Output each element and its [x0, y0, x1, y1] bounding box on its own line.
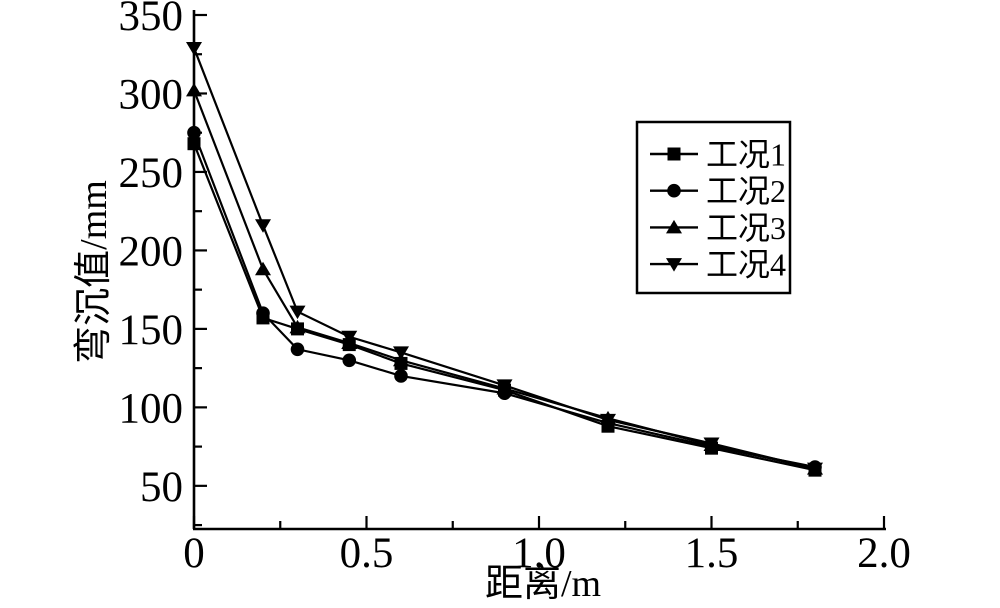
circle-marker [394, 369, 408, 383]
triangle-down-marker [600, 413, 616, 428]
axis-ticks [192, 13, 886, 529]
triangle-down-marker [393, 346, 409, 360]
y-tick-label: 100 [119, 385, 184, 432]
circle-marker [290, 342, 305, 357]
square-marker [667, 147, 681, 161]
triangle-down-marker [703, 437, 720, 451]
triangle-down-marker [666, 258, 682, 272]
triangle-down-marker [341, 330, 358, 345]
legend-keys [650, 147, 698, 272]
y-tick-label: 150 [119, 307, 184, 354]
circle-marker [342, 353, 357, 368]
y-tick-label: 50 [140, 464, 183, 511]
circle-marker [256, 306, 270, 320]
y-tick-label: 200 [119, 228, 184, 275]
axis-tick-labels: 50 100 150 200 250 300 350 0 0.5 1.0 1.5 2.0 [119, 0, 911, 577]
triangle-down-marker [289, 305, 306, 320]
triangle-down-marker [807, 462, 823, 477]
triangle-down-marker [496, 379, 513, 393]
x-axis-label: 距离/m [485, 563, 601, 605]
legend-label-series-1: 工况1 [706, 137, 786, 173]
triangle-down-marker [186, 41, 202, 56]
legend-key-series-4 [650, 258, 698, 272]
x-tick-label: 1.5 [685, 530, 739, 577]
triangle-up-marker [666, 219, 682, 234]
triangle-down-marker [255, 219, 271, 233]
x-tick-label: 0 [183, 530, 205, 577]
plot-series [186, 41, 823, 477]
circle-marker [187, 125, 201, 140]
legend-key-series-1 [650, 147, 698, 161]
legend-key-series-2 [650, 183, 698, 198]
legend-label-series-2: 工况2 [706, 173, 786, 209]
legend-key-series-3 [650, 219, 698, 234]
y-tick-label: 300 [119, 71, 184, 118]
triangle-up-marker [289, 319, 306, 334]
legend: 工况1 工况2 工况3 工况4 [635, 120, 792, 295]
legend-label-series-4: 工况4 [706, 247, 786, 283]
circle-marker [667, 183, 681, 198]
y-axis-label: 弯沉值/mm [73, 180, 115, 364]
triangle-up-marker [186, 82, 202, 97]
triangle-up-marker [255, 261, 271, 276]
x-tick-label: 0.5 [340, 530, 394, 577]
y-tick-label: 350 [119, 0, 184, 40]
y-tick-label: 250 [119, 150, 184, 197]
x-tick-label: 2.0 [857, 530, 911, 577]
legend-label-series-3: 工况3 [706, 210, 786, 246]
x-tick-label: 1.0 [512, 530, 566, 577]
series-4 [186, 41, 823, 477]
